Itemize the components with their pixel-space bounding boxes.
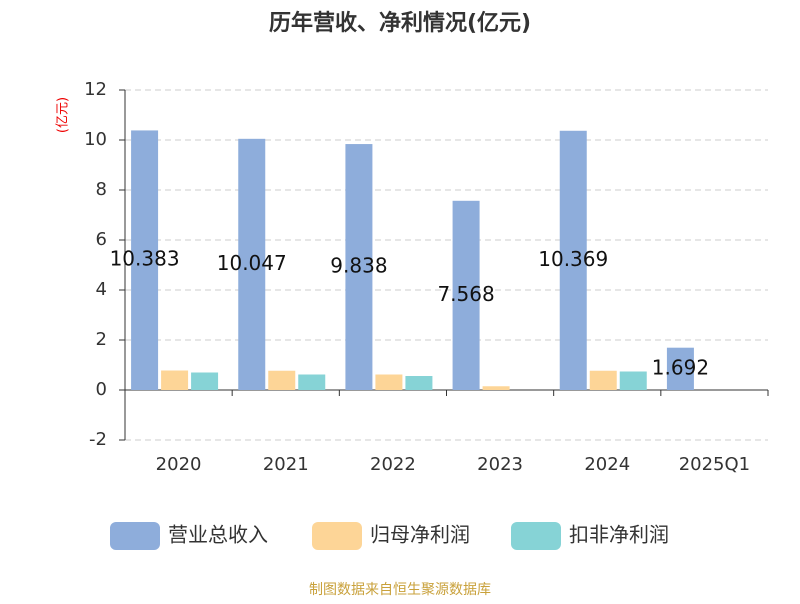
chart-title: 历年营收、净利情况(亿元) — [269, 10, 531, 36]
bar — [666, 347, 694, 390]
legend-swatch — [110, 522, 160, 550]
x-tick-label: 2022 — [370, 454, 416, 475]
bar — [345, 144, 373, 390]
bar — [589, 370, 617, 390]
bar — [161, 370, 189, 390]
y-tick-label: 12 — [84, 79, 107, 100]
bar — [298, 374, 326, 390]
x-tick-label: 2020 — [156, 454, 202, 475]
data-label: 10.369 — [538, 247, 608, 271]
x-tick-label: 2023 — [477, 454, 523, 475]
x-tick-label: 2025Q1 — [679, 454, 750, 475]
legend-swatch — [511, 522, 561, 550]
bar — [191, 372, 219, 390]
legend-label: 扣非净利润 — [569, 523, 669, 547]
y-axis-title: (亿元) — [56, 97, 71, 133]
data-label: 7.568 — [437, 282, 494, 306]
bar — [131, 130, 159, 391]
data-label: 1.692 — [652, 355, 709, 379]
y-tick-label: 10 — [84, 129, 107, 150]
bar — [452, 200, 480, 390]
x-tick-label: 2021 — [263, 454, 309, 475]
bar — [238, 138, 266, 390]
y-tick-label: 8 — [96, 179, 107, 200]
bar — [375, 374, 403, 390]
data-label: 10.047 — [217, 251, 287, 275]
legend-swatch — [312, 522, 362, 550]
data-label: 9.838 — [330, 254, 387, 278]
y-tick-label: 6 — [96, 229, 107, 250]
bar — [482, 386, 510, 390]
bar — [405, 376, 433, 390]
y-tick-label: -2 — [89, 429, 107, 450]
legend-label: 归母净利润 — [370, 523, 470, 547]
source-note: 制图数据来自恒生聚源数据库 — [309, 582, 491, 598]
y-tick-label: 4 — [96, 279, 107, 300]
bar — [619, 371, 647, 390]
legend-label: 营业总收入 — [168, 523, 268, 547]
data-label: 10.383 — [110, 247, 180, 271]
x-tick-label: 2024 — [584, 454, 630, 475]
bar — [559, 130, 587, 390]
y-tick-label: 2 — [96, 329, 107, 350]
y-tick-label: 0 — [96, 379, 107, 400]
bar — [268, 370, 296, 390]
